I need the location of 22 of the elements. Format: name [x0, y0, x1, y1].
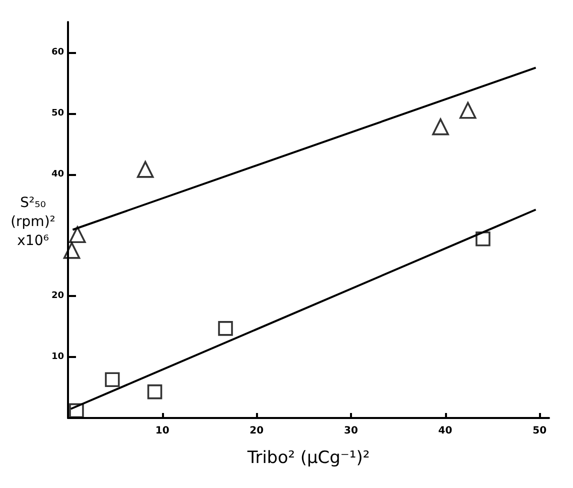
point — [147, 384, 162, 400]
point — [69, 403, 84, 418]
x-tick-label: 40 — [438, 426, 452, 436]
y-tick-label: 40 — [51, 169, 64, 180]
y-tick-label: 50 — [51, 108, 64, 118]
y-tick-label: 10 — [51, 352, 64, 362]
y-axis-title: S²₅₀ (rpm)² x10⁶ — [10, 194, 56, 251]
x-tick-label: 50 — [532, 426, 547, 436]
point — [476, 231, 490, 246]
point — [63, 242, 80, 259]
point — [432, 118, 449, 136]
y-tick-label: 60 — [51, 47, 64, 58]
point — [218, 321, 233, 336]
y-tick-label: 20 — [51, 291, 64, 302]
x-axis-title: Tribo² (μCg⁻¹)² — [246, 448, 371, 468]
point — [136, 161, 154, 178]
point — [104, 372, 120, 388]
x-tick-label: 30 — [344, 426, 358, 436]
point — [69, 226, 86, 244]
point — [459, 102, 476, 119]
x-tick-label: 10 — [155, 426, 170, 436]
x-tick-label: 20 — [250, 426, 264, 436]
